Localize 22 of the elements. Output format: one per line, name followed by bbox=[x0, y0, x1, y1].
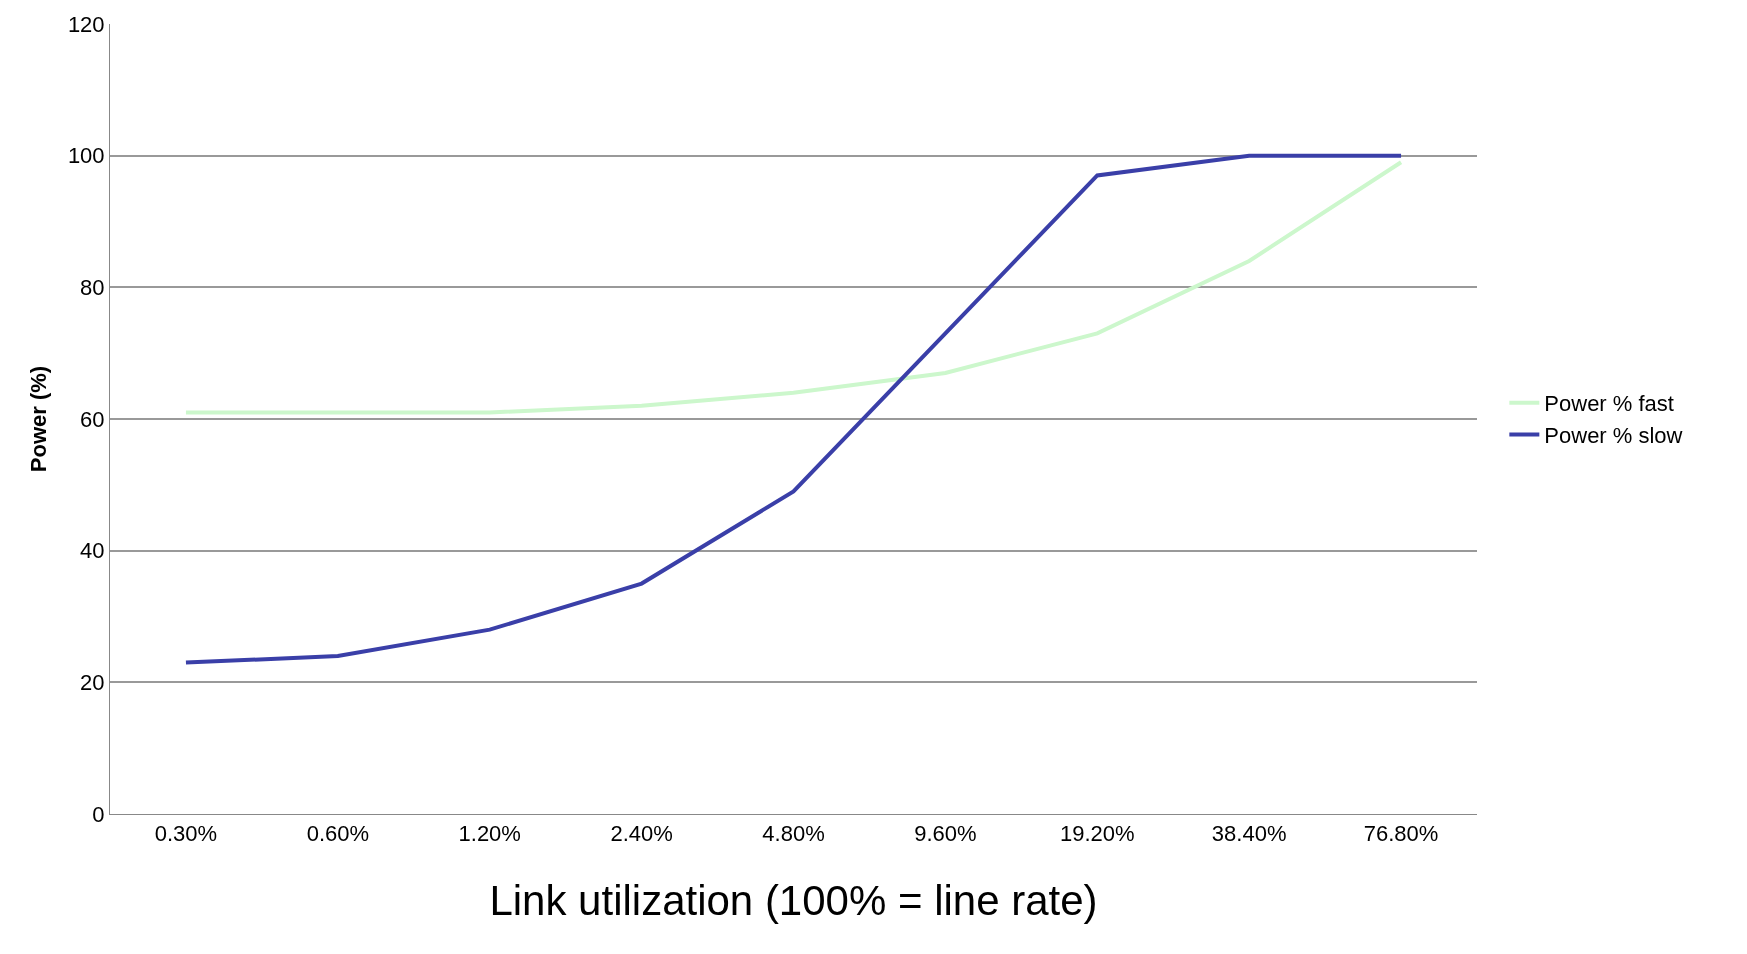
x-tick-label: 38.40% bbox=[1211, 821, 1287, 847]
y-axis-title: Power (%) bbox=[25, 365, 51, 473]
y-tick-label: 120 bbox=[67, 11, 105, 37]
y-tick-label: 20 bbox=[80, 670, 105, 696]
x-tick-label: 19.20% bbox=[1059, 821, 1135, 847]
x-tick-label: 0.60% bbox=[306, 821, 370, 847]
x-tick-label: 2.40% bbox=[610, 821, 673, 847]
y-tick-label: 60 bbox=[80, 406, 105, 432]
x-tick-label: 1.20% bbox=[458, 821, 521, 847]
y-tick-label: 80 bbox=[80, 275, 105, 301]
y-tick-label: 40 bbox=[80, 538, 105, 564]
x-tick-label: 76.80% bbox=[1363, 821, 1439, 847]
legend-label: Power % fast bbox=[1544, 391, 1674, 417]
line-series bbox=[183, 153, 1404, 665]
x-tick-label: 0.30% bbox=[154, 821, 218, 847]
x-tick-label: 9.60% bbox=[914, 821, 977, 847]
line-series bbox=[183, 160, 1404, 415]
x-axis-title: Link utilization (100% = line rate) bbox=[489, 877, 1098, 925]
y-tick-label: 0 bbox=[92, 801, 105, 827]
y-tick-label: 100 bbox=[67, 143, 105, 169]
legend-label: Power % slow bbox=[1544, 422, 1683, 448]
x-tick-label: 4.80% bbox=[762, 821, 825, 847]
